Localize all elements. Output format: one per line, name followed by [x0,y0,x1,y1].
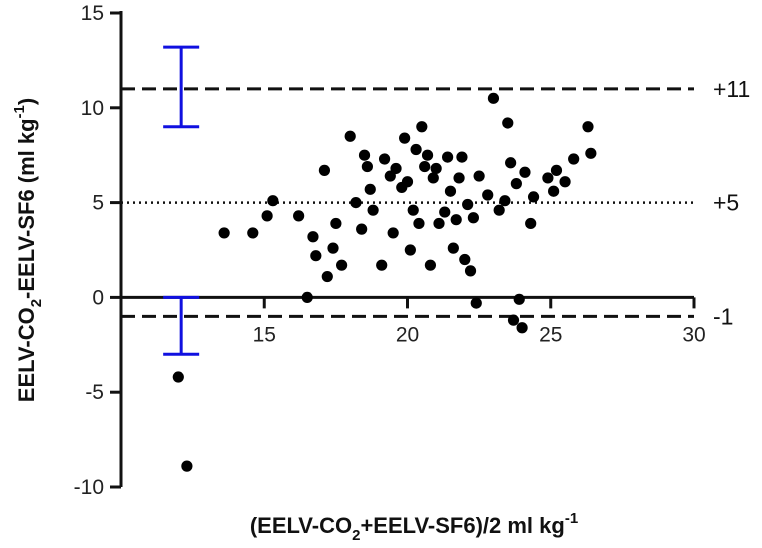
data-point [267,195,279,207]
reference-labels: +11 +5 -1 [713,76,750,330]
x-tick-label: 30 [682,323,705,346]
data-point [482,189,494,201]
x-tick-label: 20 [396,323,419,346]
error-bars [163,45,200,356]
data-point [585,147,597,159]
y-tick-label: -10 [74,476,104,499]
data-points [172,92,597,472]
data-point [527,191,540,203]
data-point [459,253,471,266]
data-point [327,242,339,254]
data-point [568,153,580,165]
data-point [513,293,525,305]
x-tick-label: 15 [253,323,276,346]
data-point [358,149,371,161]
data-point [442,151,454,163]
data-point [464,265,477,277]
data-point [181,460,193,472]
data-point [350,197,362,209]
data-point [447,242,459,254]
x-tick-label: 25 [539,323,562,346]
data-point [456,151,468,163]
data-point [407,204,419,216]
data-point [510,178,522,190]
data-point [450,214,462,226]
data-point [410,143,422,156]
data-point [548,185,560,197]
data-point [582,121,594,133]
data-point [493,204,505,216]
data-point [505,157,517,169]
data-point [550,164,563,176]
data-point [344,130,356,142]
reference-line-label: +5 [713,190,739,216]
data-point [330,217,342,230]
data-point [364,183,376,195]
x-axis-title: (EELV-CO2+EELV-SF6)/2 ml kg-1 [250,510,578,544]
data-point [390,162,402,175]
data-point [462,198,474,211]
data-point [307,231,319,243]
data-point [519,166,531,178]
data-point [378,153,391,165]
y-tick-label: 5 [92,192,104,215]
data-point [401,176,414,188]
data-point [542,172,554,184]
data-point [247,227,259,239]
data-point [384,170,396,182]
data-point [413,217,425,230]
data-point [502,117,514,129]
data-point [301,291,313,303]
error-bar [163,295,200,356]
data-point [387,227,399,239]
data-point [367,204,379,216]
data-point [487,92,500,104]
data-point [467,212,479,224]
data-point [427,172,439,184]
data-point [172,371,184,383]
error-bar [163,45,200,129]
data-point [470,297,482,309]
y-tick-label: -5 [85,381,104,404]
data-point [433,217,445,230]
data-point [310,250,322,262]
data-point [421,149,434,161]
data-point [376,259,388,271]
data-point [516,322,528,334]
data-point [321,270,333,283]
data-point [416,121,428,133]
reference-lines [121,87,694,318]
data-point [424,259,437,271]
data-point [318,164,331,176]
data-point [336,259,348,271]
tick-labels: -10 -5 0 5 10 15 15 20 25 30 [74,2,706,499]
data-point [419,160,431,173]
data-point [361,160,373,173]
y-tick-label: 0 [92,286,104,309]
data-point [444,185,457,197]
reference-line-label: -1 [713,303,733,329]
y-tick-label: 10 [81,97,104,120]
data-point [218,227,230,239]
data-point [507,314,520,326]
data-point [499,195,511,207]
data-point [399,132,411,144]
data-point [293,210,305,222]
reference-line-label: +11 [713,76,750,102]
data-point [559,176,571,188]
data-point [473,170,485,182]
data-point [356,223,368,235]
data-point [525,217,537,230]
data-point [439,206,451,218]
data-point [430,162,442,175]
data-point [261,210,273,222]
y-axis-title: EELV-CO2-EELV-SF6 (ml kg-1) [11,98,45,402]
data-point [453,172,465,184]
data-point [404,244,416,256]
y-tick-label: 15 [81,2,104,25]
